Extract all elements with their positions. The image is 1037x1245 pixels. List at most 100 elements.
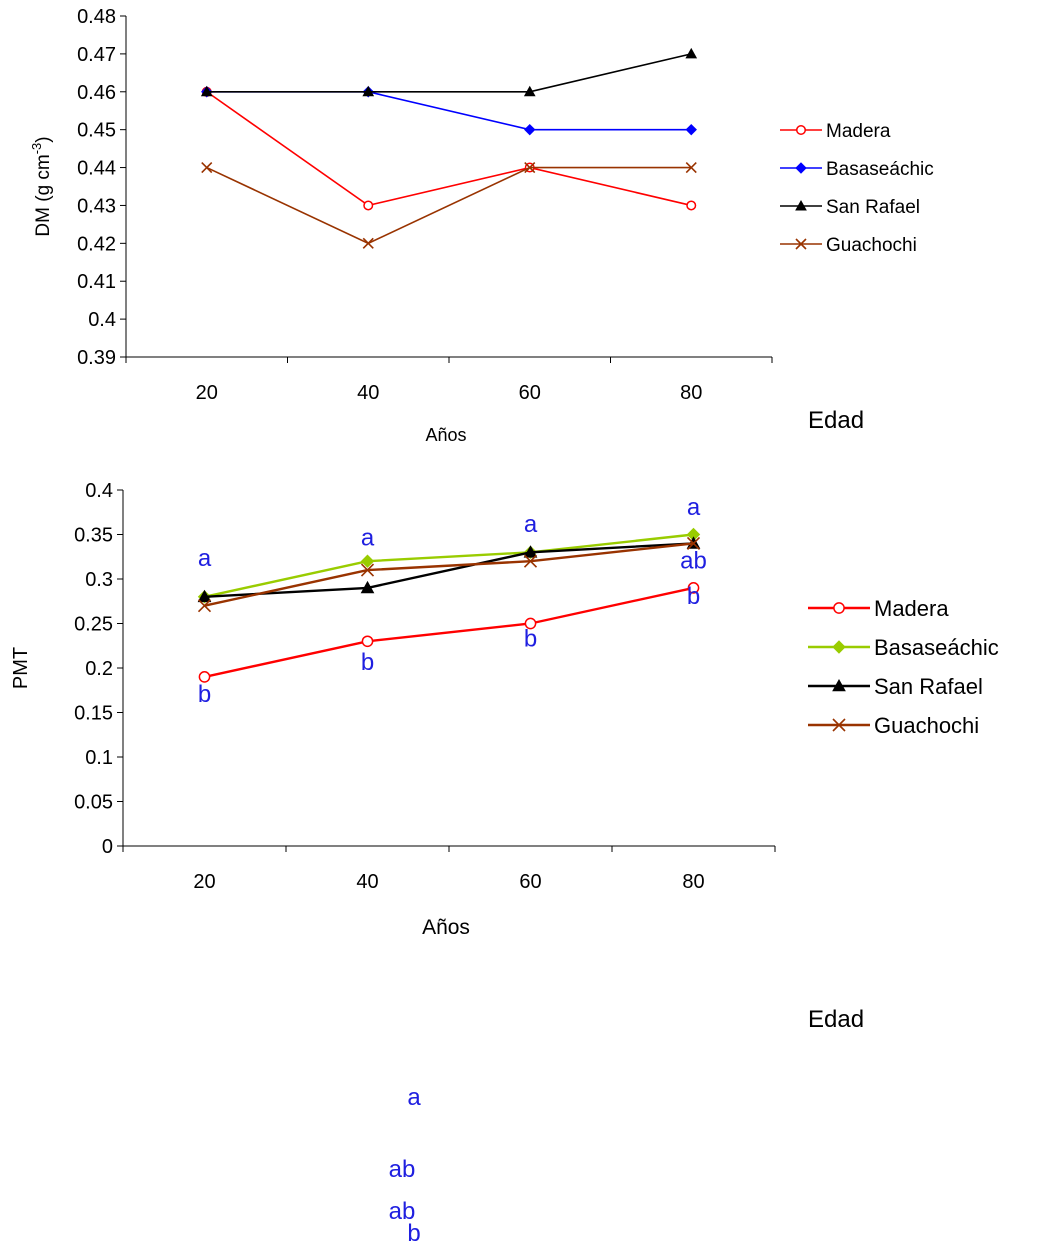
significance-letter: a [361,524,375,551]
data-point-guachochi [360,563,375,577]
series-san-rafael [197,536,701,603]
legend-entry-basaseachic: Basaseáchic [808,635,999,660]
significance-letter: a [687,494,701,521]
stray-letter: a [407,1084,421,1111]
legend-entry-guachochi: Guachochi [808,713,979,738]
y-tick-label: 0.43 [77,195,116,217]
y-tick-label: 0.48 [77,6,116,28]
data-point-madera [524,617,537,630]
series-line-guachochi [204,542,694,607]
y-axis-label-text: DM (g cm [33,154,54,236]
side-label: Edad [808,407,864,434]
y-tick-label: 0.05 [74,792,113,814]
significance-letter: b [687,583,700,610]
y-tick-label: 0.39 [77,347,116,369]
legend-entry-madera: Madera [808,596,949,621]
series-line-san-rafael [206,53,692,93]
y-axis-label: DM (g cm-3) [29,136,54,236]
y-axis-label-text: PMT [10,647,32,689]
legend-label: San Rafael [874,674,983,699]
y-tick-label: 0.15 [74,703,113,725]
data-point-san-rafael [360,580,375,594]
data-point-basaseachic [524,123,536,136]
series-line-san-rafael [204,542,694,598]
legend-label: Madera [826,121,891,142]
data-point-san-rafael [362,85,375,97]
y-tick-label: 0.4 [85,480,113,502]
significance-letter: a [198,545,212,572]
x-tick-label: 20 [196,382,218,404]
series-san-rafael [200,47,698,97]
x-tick-label: 40 [357,382,379,404]
y-tick-label: 0.25 [74,614,113,636]
legend-entry-madera: Madera [780,121,891,142]
series-line-madera [204,586,694,679]
pmt-chart: 0 0.05 0.1 0.15 0.2 0.25 0.3 0.35 0.4 20 40 60 80 Año… [10,480,999,1033]
series-line-basaseachic [204,533,694,598]
legend-marker [832,640,846,654]
stray-letter: ab [389,1156,416,1183]
data-point-san-rafael [685,47,698,59]
significance-letter: b [198,681,211,708]
data-point-madera [363,200,374,211]
data-point-basaseachic [685,123,697,136]
series-line-madera [206,91,692,207]
data-point-basaseachic [360,554,375,568]
legend-label: Madera [874,596,949,621]
y-tick-label: 0.46 [77,82,116,104]
x-axis-label: Años [425,425,466,445]
legend-marker [833,602,845,614]
significance-letter: a [524,511,538,538]
legend-marker [795,199,807,211]
significance-letter: b [361,649,374,676]
y-tick-label: 0.4 [88,309,116,331]
legend-marker [796,125,806,135]
significance-letter: ab [680,547,707,574]
data-point-guachochi [686,536,701,550]
series-guachochi [201,161,697,249]
y-tick-label: 0.45 [77,120,116,142]
data-point-madera [687,582,700,594]
y-axis-label-close: ) [33,136,54,142]
legend-entry-guachochi: Guachochi [780,235,917,256]
data-point-san-rafael [197,589,212,603]
legend-marker [832,718,846,732]
data-point-guachochi [685,161,697,174]
legend-label: Basaseáchic [874,635,999,660]
legend-label: San Rafael [826,197,920,218]
x-tick-label: 80 [680,382,702,404]
y-tick-label: 0.41 [77,271,116,293]
y-tick-label: 0 [102,836,113,858]
x-tick-label: 60 [519,382,541,404]
x-tick-label: 40 [356,871,378,893]
x-tick-label: 60 [519,871,541,893]
legend-marker [832,678,846,692]
legend-marker [795,238,807,250]
x-tick-label: 20 [193,871,215,893]
legend-entry-san-rafael: San Rafael [780,197,920,218]
data-point-madera [686,200,697,211]
y-tick-label: 0.44 [77,158,116,180]
y-tick-label: 0.47 [77,44,116,66]
legend-label: Basaseáchic [826,159,934,180]
series-madera [201,86,697,211]
significance-letter: b [524,626,537,653]
dm-chart: 0.39 0.4 0.41 0.42 0.43 0.44 0.45 0.46 0.47 0.48 2… [29,6,934,445]
series-guachochi [197,536,701,613]
series-line-basaseachic [206,90,692,131]
y-tick-label: 0.42 [77,233,116,255]
stray-letter: ab [389,1198,416,1225]
y-tick-label: 0.35 [74,525,113,547]
legend-label: Guachochi [826,235,917,256]
y-tick-label: 0.3 [85,569,113,591]
side-label: Edad [808,1006,864,1033]
legend-entry-basaseachic: Basaseáchic [780,159,934,180]
series-basaseachic [201,86,697,136]
y-tick-label: 0.1 [85,747,113,769]
data-point-guachochi [201,161,213,174]
data-point-san-rafael [523,545,538,558]
y-axis-label: PMT [10,647,32,689]
legend-label: Guachochi [874,713,979,738]
